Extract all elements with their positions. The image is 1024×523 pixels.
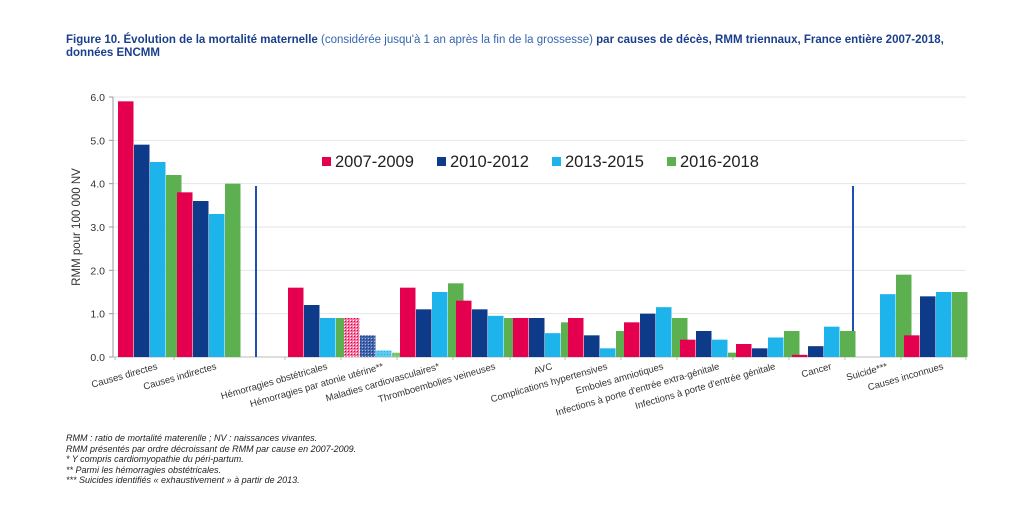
- bar-2010-2012-5: [416, 309, 432, 357]
- bar-2016-2018-14: [952, 292, 968, 357]
- legend-label-2010-2012: 2010-2012: [450, 153, 529, 171]
- y-tick-label: 5.0: [90, 135, 105, 147]
- legend-label-2013-2015: 2013-2015: [565, 153, 644, 171]
- bar-2007-2009-9: [624, 322, 640, 357]
- y-axis: 0.0 1.0 2.0 3.0 4.0 5.0 6.0: [90, 92, 967, 364]
- bar-2010-2012-6: [472, 309, 488, 357]
- bar-2013-2015-2: [209, 214, 225, 357]
- footnote: RMM : ratio de mortalité materenlle ; NV…: [66, 433, 318, 443]
- title-bold-part1: Figure 10. Évolution de la mortalité mat…: [66, 34, 318, 46]
- bar-2007-2009-11: [736, 344, 752, 357]
- y-tick-label: 1.0: [90, 309, 105, 321]
- bar-2013-2015-12: [824, 326, 840, 357]
- bar-2016-2018-2: [225, 183, 241, 357]
- footnote: * Y compris cardiomyopathie du péri-part…: [66, 454, 244, 464]
- legend-label-2016-2018: 2016-2018: [680, 153, 759, 171]
- legend-label-2007-2009: 2007-2009: [335, 153, 414, 171]
- title-normal-part: (considérée jusqu'à 1 an après la fin de…: [317, 34, 597, 46]
- bar-2010-2012-8: [584, 335, 600, 357]
- bar-2016-2018-11: [784, 331, 800, 357]
- bar-2013-2015-10: [712, 339, 728, 357]
- bar-2010-2012-9: [640, 313, 656, 357]
- bar-2010-2012-2: [193, 201, 209, 357]
- bar-2013-2015-13: [880, 294, 896, 357]
- bar-2010-2012-12: [808, 346, 824, 357]
- bar-2016-2018-10: [728, 352, 744, 357]
- legend-swatch-2010-2012: [437, 157, 446, 166]
- bar-2010-2012-3: [304, 305, 320, 357]
- bar-2013-2015-4: [376, 350, 392, 357]
- y-tick-label: 3.0: [90, 222, 105, 234]
- bar-2013-2015-3: [320, 318, 336, 357]
- bar-2010-2012-10: [696, 331, 712, 357]
- bar-2007-2009-1: [118, 101, 134, 357]
- bar-2010-2012-7: [529, 318, 545, 357]
- bar-2013-2015-14: [936, 292, 952, 357]
- bar-2007-2009-6: [456, 300, 472, 357]
- footnote: ** Parmi les hémorragies obstétricales.: [66, 464, 222, 475]
- footnote: *** Suicides identifiés « exhaustivement…: [66, 475, 300, 485]
- y-tick-label: 0.0: [90, 352, 105, 364]
- bar-2007-2009-7: [513, 318, 529, 357]
- bar-2010-2012-14: [920, 296, 936, 357]
- y-tick-label: 2.0: [90, 265, 105, 277]
- figure-title: Figure 10. Évolution de la mortalité mat…: [66, 34, 966, 60]
- bar-chart: 0.0 1.0 2.0 3.0 4.0 5.0 6.0 Causes directesCau…: [71, 92, 968, 419]
- footnote: RMM présentés par ordre décroissant de R…: [66, 443, 357, 454]
- bar-2016-2018-4: [392, 352, 408, 357]
- y-tick-label: 4.0: [90, 179, 105, 191]
- bar-2007-2009-12: [792, 354, 808, 357]
- bar-2010-2012-1: [134, 144, 150, 357]
- bar-2013-2015-5: [432, 292, 448, 357]
- y-tick-label: 6.0: [90, 92, 105, 104]
- bar-2013-2015-6: [488, 315, 504, 357]
- legend: 2007-2009 2010-2012 2013-2015 2016-2018: [322, 153, 759, 171]
- x-tick-label: AVC: [533, 361, 554, 377]
- legend-swatch-2013-2015: [552, 157, 561, 166]
- bar-2013-2015-1: [150, 162, 166, 357]
- bar-2007-2009-8: [568, 318, 584, 357]
- bar-2013-2015-7: [545, 333, 561, 357]
- bar-2010-2012-11: [752, 348, 768, 357]
- footnotes: RMM : ratio de mortalité materenlle ; NV…: [66, 433, 356, 486]
- bar-2013-2015-8: [600, 348, 616, 357]
- title-bold-part2: par causes de décès, RMM triennaux, Fran…: [66, 34, 944, 59]
- bar-2013-2015-9: [656, 307, 672, 357]
- y-axis-label: RMM pour 100 000 NV: [71, 168, 83, 286]
- bar-2010-2012-4: [360, 335, 376, 357]
- bar-2007-2009-10: [680, 339, 696, 357]
- bar-2007-2009-2: [177, 192, 193, 357]
- bar-2007-2009-5: [400, 287, 416, 357]
- legend-swatch-2007-2009: [322, 157, 331, 166]
- bars: [118, 101, 968, 357]
- bar-2016-2018-12: [840, 331, 856, 357]
- bar-2007-2009-4: [344, 318, 360, 357]
- x-tick-label: Cancer: [800, 361, 832, 380]
- bar-2007-2009-3: [288, 287, 304, 357]
- legend-swatch-2016-2018: [667, 157, 676, 166]
- gridlines: [113, 96, 966, 315]
- bar-2007-2009-14: [904, 335, 920, 357]
- bar-2013-2015-11: [768, 337, 784, 357]
